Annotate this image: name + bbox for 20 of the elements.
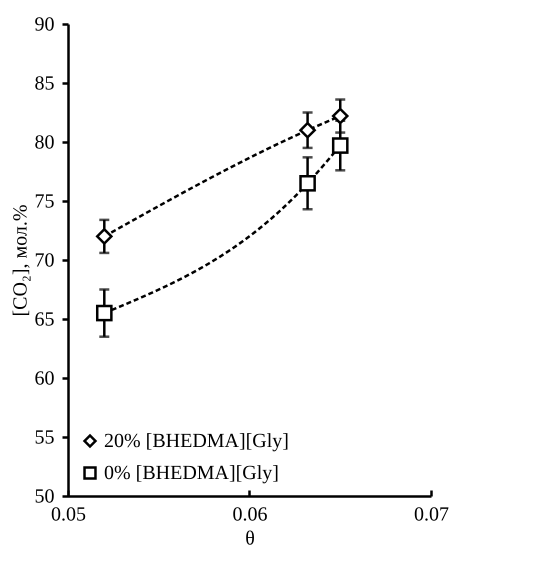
y-tick-label: 55	[34, 426, 54, 448]
y-tick-label: 90	[34, 14, 54, 36]
point	[299, 174, 316, 192]
y-tick-label: 65	[34, 308, 54, 330]
x-tick-label: 0.07	[414, 504, 449, 526]
y-tick-label: 80	[34, 132, 54, 154]
point	[96, 228, 113, 245]
y-tick-label: 85	[34, 72, 54, 94]
point	[332, 108, 349, 124]
y-axis-title: [CO₂], мол.%	[10, 204, 32, 317]
x-tick-label: 0.06	[232, 504, 268, 526]
legend-label: 20% [BHEDMA][Gly]	[104, 430, 289, 452]
y-tick-label: 60	[34, 368, 54, 390]
point	[96, 304, 113, 322]
y-tick-label: 70	[34, 250, 54, 272]
x-axis-title: θ	[245, 528, 255, 550]
y-tick-label: 75	[34, 190, 54, 212]
point	[299, 122, 316, 139]
legend-label: 0% [BHEDMA][Gly]	[104, 462, 279, 484]
point	[332, 137, 349, 154]
